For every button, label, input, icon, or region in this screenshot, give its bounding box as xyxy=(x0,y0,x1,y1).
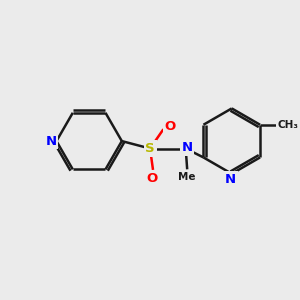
Text: CH₃: CH₃ xyxy=(278,120,299,130)
Text: N: N xyxy=(46,135,57,148)
Text: N: N xyxy=(182,141,193,154)
Text: N: N xyxy=(225,172,236,186)
Text: O: O xyxy=(146,172,157,185)
Text: O: O xyxy=(164,120,175,133)
Text: S: S xyxy=(145,142,155,155)
Text: Me: Me xyxy=(178,172,196,182)
